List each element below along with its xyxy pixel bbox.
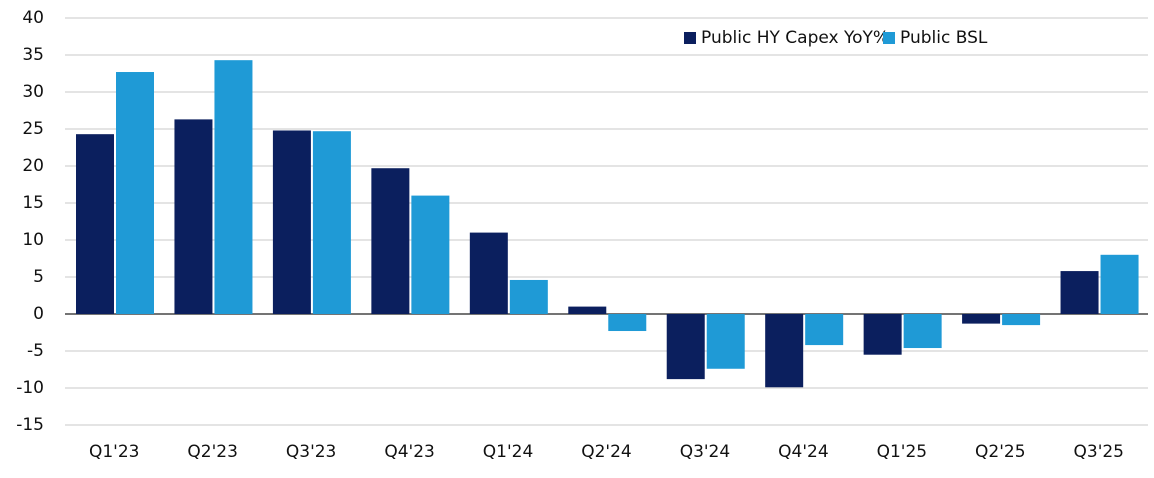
bar [765, 314, 804, 388]
y-tick-label: 15 [22, 193, 44, 213]
y-tick-label: -10 [16, 378, 44, 398]
y-tick-label: 30 [22, 82, 44, 102]
bar [903, 314, 942, 349]
bar [469, 232, 508, 314]
bar [805, 314, 844, 346]
bar [706, 314, 745, 369]
bar [1060, 271, 1099, 314]
x-tick-label: Q3'23 [286, 442, 337, 462]
bar [411, 195, 450, 314]
y-tick-label: 20 [22, 156, 44, 176]
legend-label: Public HY Capex YoY% [701, 28, 889, 48]
x-tick-label: Q4'23 [384, 442, 435, 462]
x-tick-label: Q2'25 [975, 442, 1026, 462]
bar [666, 314, 705, 380]
x-tick-label: Q2'24 [581, 442, 632, 462]
bar [863, 314, 902, 355]
x-tick-label: Q3'25 [1074, 442, 1125, 462]
y-tick-label: 40 [22, 8, 44, 28]
bar [1100, 254, 1139, 314]
bar [312, 131, 351, 314]
x-tick-label: Q1'25 [877, 442, 928, 462]
x-tick-label: Q1'23 [89, 442, 140, 462]
bar [116, 72, 154, 315]
bar [1002, 314, 1041, 326]
y-tick-label: 0 [33, 304, 44, 324]
legend-swatch [883, 32, 895, 44]
x-tick-label: Q4'24 [778, 442, 829, 462]
bar [272, 130, 311, 314]
legend-label: Public BSL [900, 28, 988, 48]
bar [608, 314, 647, 332]
y-tick-label: 10 [22, 230, 44, 250]
y-tick-label: -15 [16, 415, 44, 435]
bar [568, 306, 607, 314]
x-tick-label: Q3'24 [680, 442, 731, 462]
bar [76, 134, 114, 314]
x-tick-label: Q1'24 [483, 442, 534, 462]
x-tick-label: Q2'23 [187, 442, 238, 462]
y-tick-label: 25 [22, 119, 44, 139]
y-tick-label: -5 [27, 341, 44, 361]
y-tick-label: 5 [33, 267, 44, 287]
bar [174, 119, 213, 314]
bar [962, 314, 1001, 324]
bar [214, 60, 253, 315]
legend-swatch [684, 32, 696, 44]
bar [509, 279, 548, 314]
bar [371, 168, 410, 314]
y-tick-label: 35 [22, 45, 44, 65]
